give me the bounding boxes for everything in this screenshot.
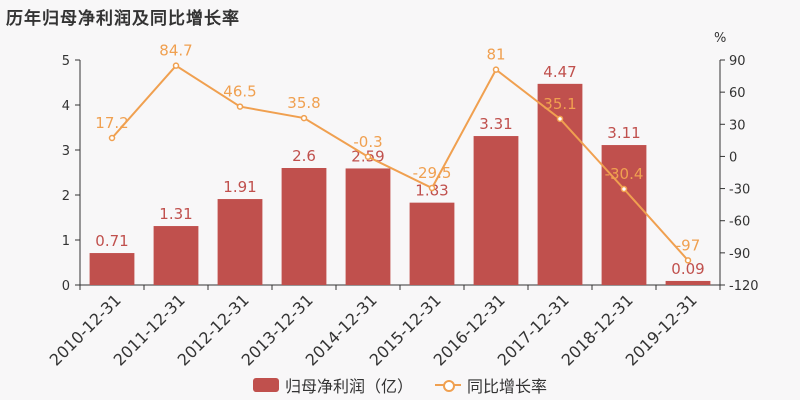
y-right-tick-label: 0: [729, 150, 737, 165]
growth-value-label: 35.1: [543, 95, 576, 113]
bar-value-label: 3.11: [607, 124, 640, 142]
growth-point: [108, 134, 116, 142]
bar: [601, 145, 647, 285]
bar: [345, 168, 391, 285]
bar: [89, 253, 135, 285]
y-left-tick-label: 4: [62, 99, 70, 114]
bar: [409, 202, 455, 285]
bar: [473, 136, 519, 285]
growth-point: [492, 66, 500, 73]
chart-legend: 归母净利润（亿） 同比增长率: [0, 374, 800, 396]
growth-value-label: -30.4: [605, 165, 644, 183]
growth-value-label: 81: [486, 46, 505, 64]
y-right-tick-label: 90: [729, 54, 746, 69]
growth-value-label: 84.7: [159, 42, 192, 60]
y-right-axis-label: %: [714, 31, 726, 46]
legend-bar-swatch: [252, 378, 279, 392]
legend-line-swatch: [435, 378, 461, 392]
growth-value-label: 17.2: [95, 114, 128, 132]
growth-value-label: 35.8: [287, 94, 320, 112]
bar: [153, 226, 199, 285]
growth-line: [111, 64, 689, 262]
bar-value-label: 1.31: [159, 205, 192, 223]
y-right-tick-label: -30: [729, 183, 750, 198]
growth-point: [172, 62, 180, 69]
y-right-tick-label: 30: [729, 118, 746, 133]
chart-title: 历年归母净利润及同比增长率: [6, 9, 240, 29]
y-right-tick-label: -90: [729, 247, 750, 262]
growth-point: [620, 185, 628, 193]
bar-value-label: 4.47: [543, 63, 576, 81]
growth-value-label: -97: [676, 236, 701, 254]
growth-point: [300, 114, 308, 122]
bar-value-label: 0.71: [95, 232, 128, 250]
bar: [537, 83, 583, 285]
y-left-tick-label: 3: [62, 144, 70, 159]
y-left-tick-label: 2: [62, 189, 70, 204]
bar-value-label: 2.6: [292, 147, 316, 165]
y-left-tick-label: 0: [62, 279, 70, 294]
bar: [665, 280, 711, 285]
y-right-tick-label: 60: [729, 86, 746, 101]
growth-point: [556, 115, 564, 123]
y-right-tick-label: -60: [729, 215, 750, 230]
growth-point: [364, 153, 372, 160]
bar-value-label: 0.09: [671, 260, 704, 278]
growth-point: [428, 184, 436, 192]
bar: [217, 199, 263, 285]
legend-item-growth[interactable]: 同比增长率: [435, 373, 547, 397]
bar: [281, 168, 327, 285]
bar-value-label: 1.91: [223, 178, 256, 196]
y-left-tick-label: 1: [62, 234, 70, 249]
legend-item-profit[interactable]: 归母净利润（亿）: [252, 373, 413, 397]
growth-value-label: -29.5: [413, 164, 452, 182]
y-right-tick-label: -120: [729, 279, 759, 294]
growth-point: [236, 103, 244, 110]
growth-point: [684, 257, 692, 264]
bar-value-label: 3.31: [479, 115, 512, 133]
y-left-tick-label: 5: [62, 54, 70, 69]
legend-label-growth: 同比增长率: [467, 377, 548, 396]
growth-value-label: 46.5: [223, 83, 256, 101]
legend-label-profit: 归母净利润（亿）: [284, 377, 413, 396]
growth-value-label: -0.3: [353, 133, 382, 151]
